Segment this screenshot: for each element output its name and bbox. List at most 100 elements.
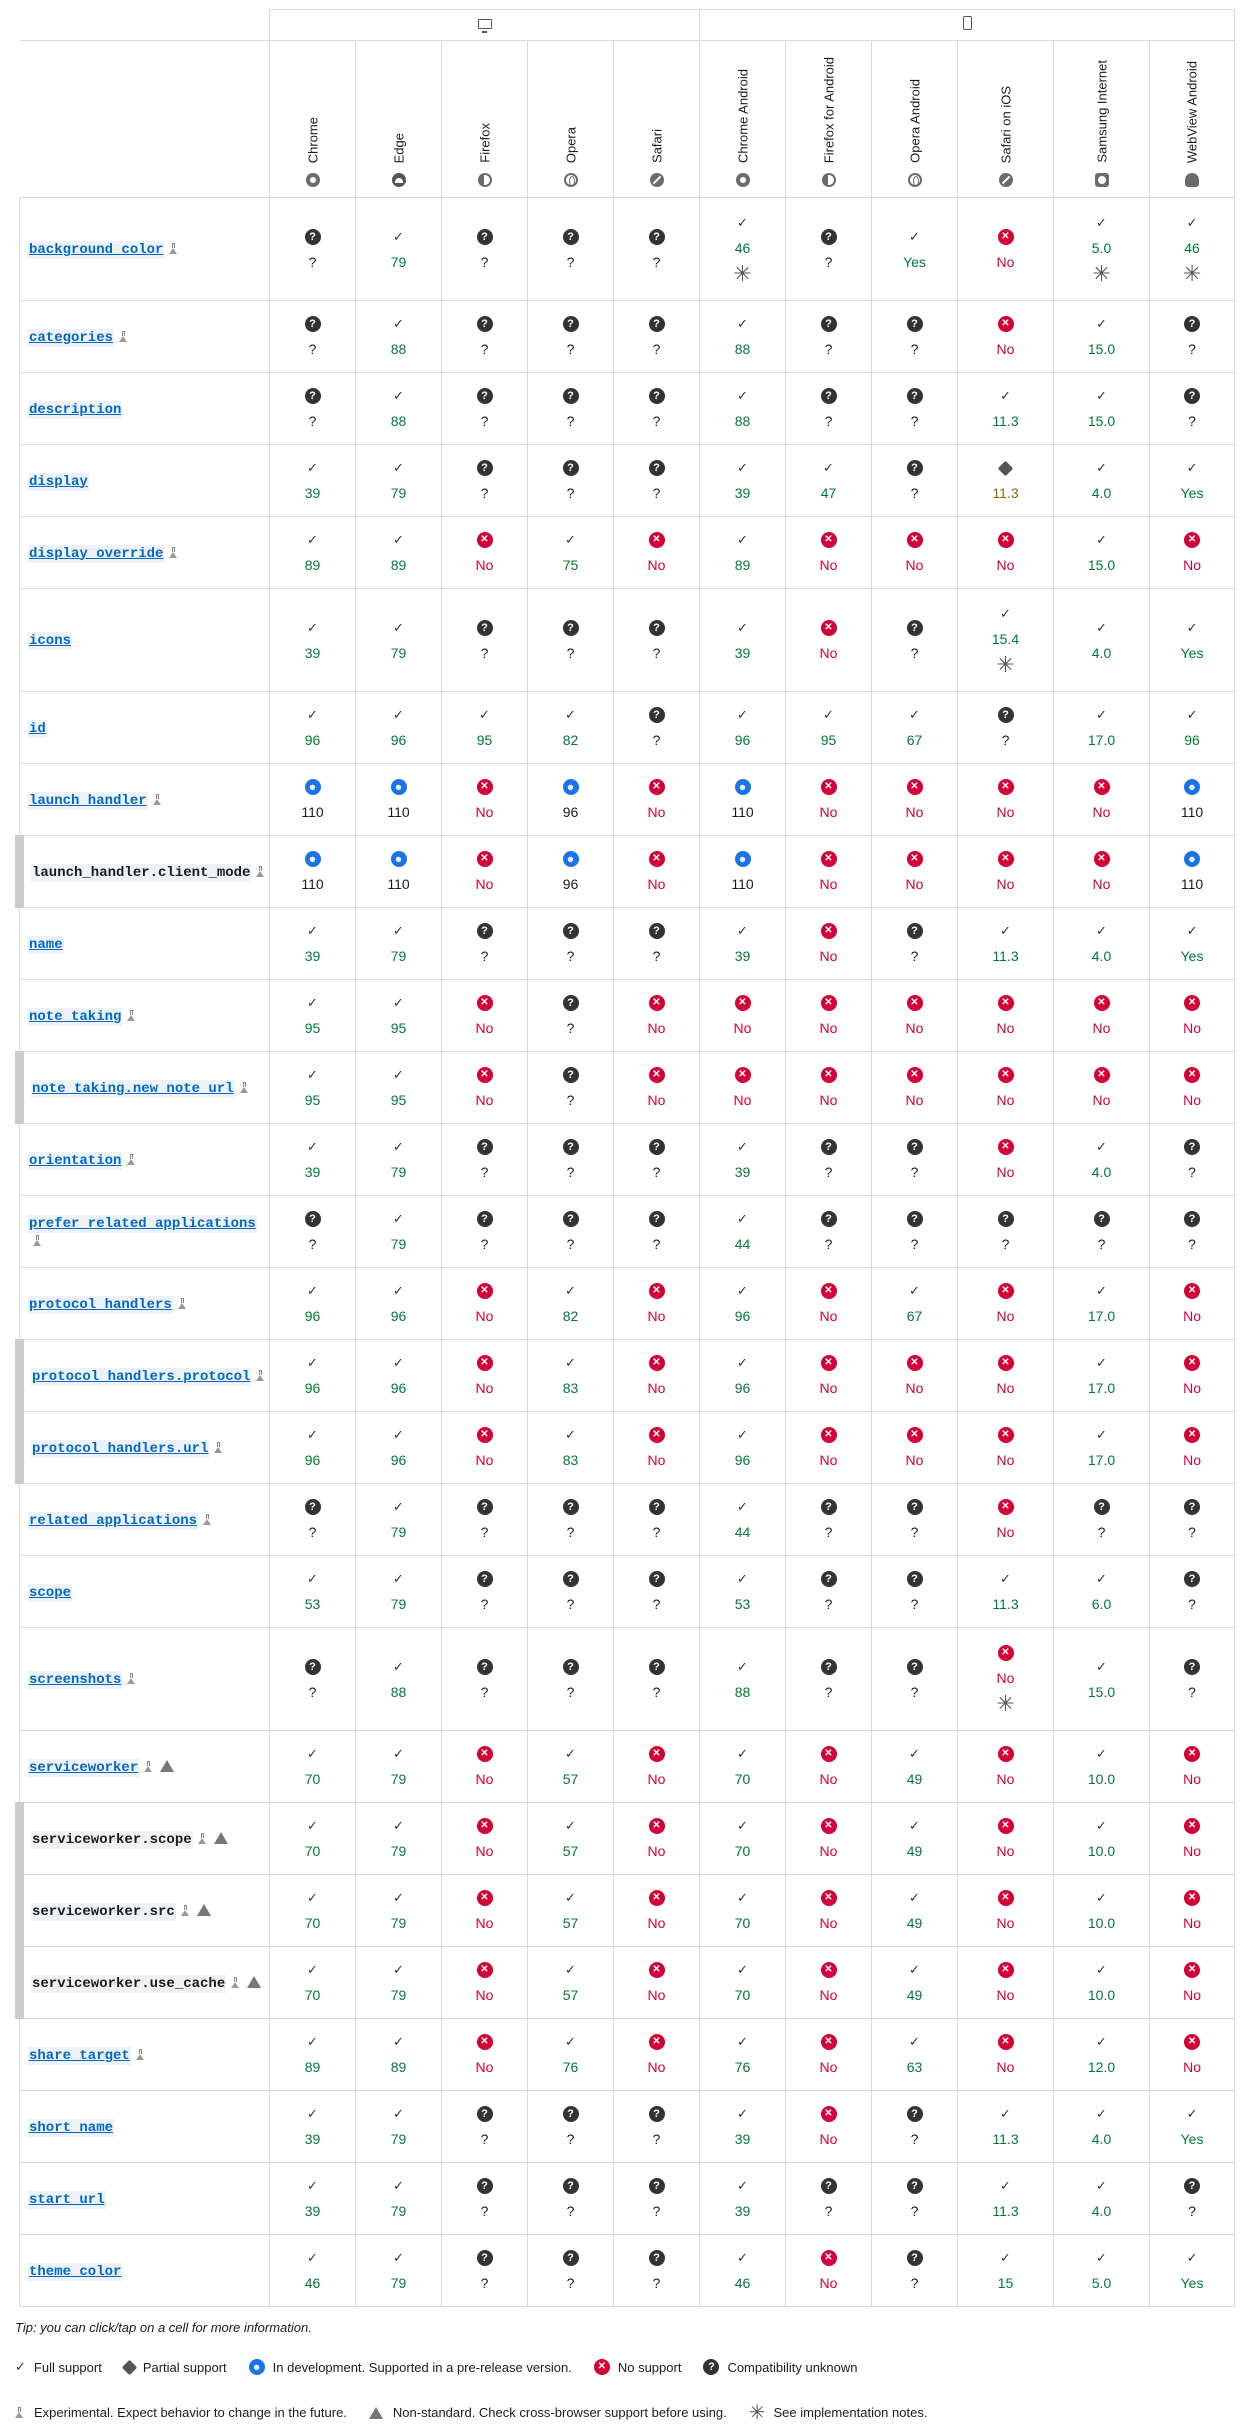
support-cell[interactable]: ✓ 82 — [527, 691, 614, 764]
support-cell[interactable]: ✕ No — [785, 1051, 872, 1124]
support-cell[interactable]: ✓ 79 — [355, 2090, 442, 2163]
support-cell[interactable]: ✕ No — [613, 979, 700, 1052]
support-cell[interactable]: ?? — [1148, 1627, 1236, 1731]
support-cell[interactable]: ?? — [785, 1483, 872, 1556]
support-cell[interactable]: ✓ 89 — [699, 516, 786, 589]
support-cell[interactable]: ✓ 49 — [871, 1802, 958, 1875]
support-cell[interactable]: ✓ 79 — [355, 2234, 442, 2307]
support-cell[interactable]: ?? — [441, 1483, 528, 1556]
support-cell[interactable]: ?? — [269, 197, 356, 301]
support-cell[interactable]: ✓ 96 — [355, 1339, 442, 1412]
support-cell[interactable]: ✓ 67 — [871, 691, 958, 764]
support-cell[interactable]: ?? — [871, 1195, 958, 1268]
support-cell[interactable]: ✓ 39 — [699, 588, 786, 692]
support-cell[interactable]: ✕ No — [785, 1874, 872, 1947]
feature-link[interactable]: protocol_handlers — [28, 1295, 173, 1314]
support-cell[interactable]: ?? — [785, 1123, 872, 1196]
support-cell[interactable]: ✕ No — [785, 516, 872, 589]
support-cell[interactable]: ✓ 4.0 — [1053, 444, 1150, 517]
support-cell[interactable]: ✕ No — [785, 588, 872, 692]
support-cell[interactable]: ✕ No — [871, 835, 958, 908]
support-cell[interactable]: ✓ 44 — [699, 1483, 786, 1556]
support-cell[interactable]: ✓ 39 — [699, 907, 786, 980]
support-cell[interactable]: ?? — [527, 2090, 614, 2163]
support-cell[interactable]: ?? — [1148, 1123, 1236, 1196]
support-cell[interactable]: ✕ No — [1148, 979, 1236, 1052]
support-cell[interactable]: ✓ 39 — [269, 907, 356, 980]
support-cell[interactable]: ?? — [613, 1555, 700, 1628]
feature-link[interactable]: display_override — [28, 544, 165, 563]
support-cell[interactable]: ✕ No — [785, 2018, 872, 2091]
support-cell[interactable]: ?? — [785, 2162, 872, 2235]
support-cell[interactable]: ?? — [441, 300, 528, 373]
support-cell[interactable]: ✓ 83 — [527, 1339, 614, 1412]
support-cell[interactable]: ✓ 89 — [355, 2018, 442, 2091]
support-cell[interactable]: ✓ 88 — [699, 372, 786, 445]
support-cell[interactable]: ✕ No — [1053, 763, 1150, 836]
support-cell[interactable]: ✓ 88 — [699, 300, 786, 373]
support-cell[interactable]: ✓ 79 — [355, 1483, 442, 1556]
support-cell[interactable]: ?? — [613, 197, 700, 301]
support-cell[interactable]: ?? — [441, 1555, 528, 1628]
feature-link[interactable]: prefer_related_applications — [28, 1214, 257, 1233]
support-cell[interactable]: ?? — [1148, 372, 1236, 445]
support-cell[interactable]: ?? — [785, 1627, 872, 1731]
support-cell[interactable]: ✕ No — [957, 516, 1054, 589]
feature-link[interactable]: short_name — [28, 2118, 115, 2137]
support-cell[interactable]: ✕ No — [1148, 1411, 1236, 1484]
support-cell[interactable]: ☻ 110 — [355, 835, 442, 908]
support-cell[interactable]: ✓ 79 — [355, 1123, 442, 1196]
support-cell[interactable]: ✕ No — [441, 1730, 528, 1803]
support-cell[interactable]: ?? — [613, 907, 700, 980]
support-cell[interactable]: ✓ 70 — [269, 1874, 356, 1947]
support-cell[interactable]: ✕ No — [1148, 1339, 1236, 1412]
support-cell[interactable]: ✓ 79 — [355, 444, 442, 517]
support-cell[interactable]: ?? — [441, 1627, 528, 1731]
support-cell[interactable]: ?? — [527, 300, 614, 373]
support-cell[interactable]: ✓ 57 — [527, 1730, 614, 1803]
support-cell[interactable]: ✓ 39 — [269, 588, 356, 692]
support-cell[interactable]: ?? — [441, 372, 528, 445]
support-cell[interactable]: ?? — [1053, 1195, 1150, 1268]
feature-link[interactable]: start_url — [28, 2190, 106, 2209]
support-cell[interactable]: ✓ 95 — [355, 979, 442, 1052]
support-cell[interactable]: ?? — [871, 588, 958, 692]
support-cell[interactable]: ?? — [527, 1627, 614, 1731]
support-cell[interactable]: ✓ 6.0 — [1053, 1555, 1150, 1628]
support-cell[interactable]: ✓ 5.0 ✳ — [1053, 197, 1150, 301]
support-cell[interactable]: ?? — [613, 2090, 700, 2163]
support-cell[interactable]: ✕ No — [785, 1411, 872, 1484]
support-cell[interactable]: ✓ 10.0 — [1053, 1946, 1150, 2019]
support-cell[interactable]: ✕ No — [785, 907, 872, 980]
support-cell[interactable]: ?? — [269, 1627, 356, 1731]
support-cell[interactable]: ✓ 15.0 — [1053, 372, 1150, 445]
support-cell[interactable]: ✕ No — [441, 516, 528, 589]
support-cell[interactable]: ✓ 79 — [355, 2162, 442, 2235]
support-cell[interactable]: ✓ 96 — [699, 1339, 786, 1412]
support-cell[interactable]: ✓ 89 — [355, 516, 442, 589]
support-cell[interactable]: ✓ 10.0 — [1053, 1802, 1150, 1875]
support-cell[interactable]: ?? — [785, 197, 872, 301]
support-cell[interactable]: ☻ 96 — [527, 763, 614, 836]
support-cell[interactable]: ✓ 12.0 — [1053, 2018, 1150, 2091]
support-cell[interactable]: ✓ 95 — [785, 691, 872, 764]
support-cell[interactable]: ✓ 46 — [699, 2234, 786, 2307]
support-cell[interactable]: ✕ No — [957, 1802, 1054, 1875]
feature-link[interactable]: icons — [28, 632, 73, 650]
feature-link[interactable]: serviceworker — [28, 1758, 140, 1777]
support-cell[interactable]: ?? — [871, 2162, 958, 2235]
support-cell[interactable]: ✕ No — [785, 1339, 872, 1412]
support-cell[interactable]: ✓ 46 ✳ — [699, 197, 786, 301]
support-cell[interactable]: ✓ 83 — [527, 1411, 614, 1484]
support-cell[interactable]: ?? — [441, 197, 528, 301]
support-cell[interactable]: ✕ No — [1053, 979, 1150, 1052]
support-cell[interactable]: ✕ No — [871, 1051, 958, 1124]
support-cell[interactable]: ✓ 57 — [527, 1946, 614, 2019]
feature-link[interactable]: protocol_handlers.protocol — [31, 1367, 252, 1386]
support-cell[interactable]: ?? — [613, 300, 700, 373]
support-cell[interactable]: ✕ No — [957, 1051, 1054, 1124]
support-cell[interactable]: ✕ No — [1148, 1051, 1236, 1124]
support-cell[interactable]: ☻ 110 — [1148, 763, 1236, 836]
support-cell[interactable]: ✓ 15 — [957, 2234, 1054, 2307]
support-cell[interactable]: ?? — [957, 691, 1054, 764]
